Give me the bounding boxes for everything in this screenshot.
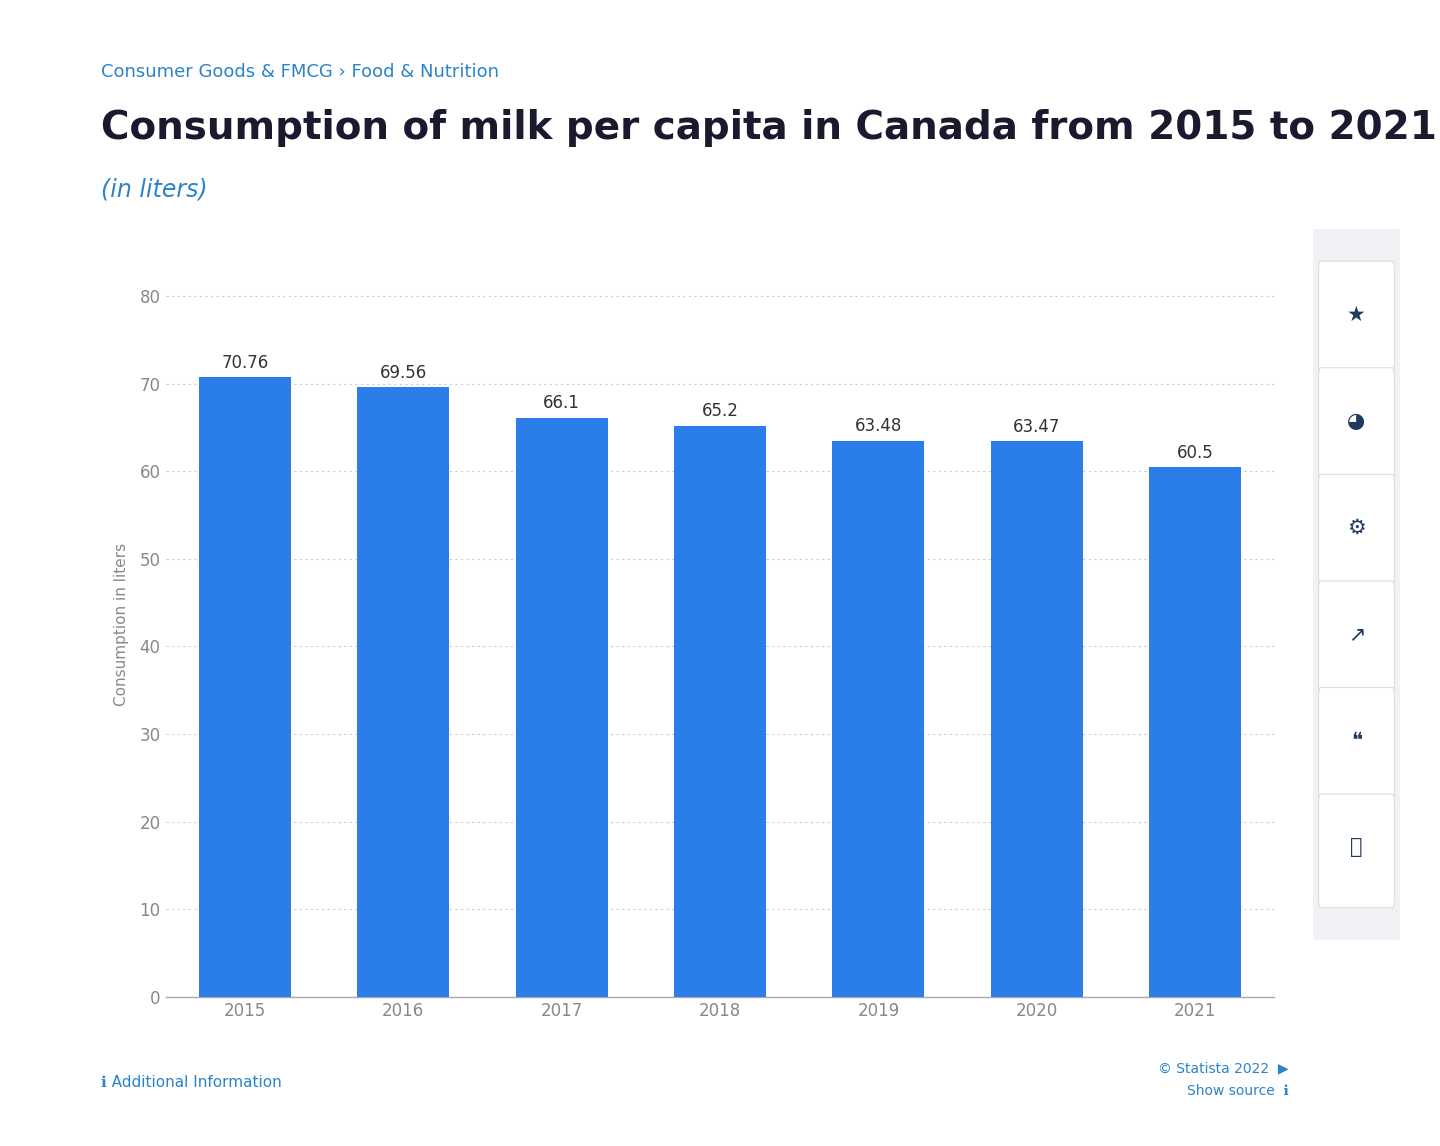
FancyBboxPatch shape: [59, 210, 1316, 1062]
Text: ⎙: ⎙: [1351, 838, 1362, 857]
Text: 63.48: 63.48: [855, 417, 901, 435]
Bar: [357, 387, 449, 997]
Bar: [832, 441, 924, 997]
Text: Consumption of milk per capita in Canada from 2015 to 2021: Consumption of milk per capita in Canada…: [101, 109, 1437, 147]
Text: Consumer Goods & FMCG › Food & Nutrition: Consumer Goods & FMCG › Food & Nutrition: [101, 63, 498, 81]
Text: 63.47: 63.47: [1014, 417, 1060, 435]
Bar: [516, 418, 608, 997]
Bar: [199, 377, 291, 997]
Bar: [674, 425, 766, 997]
Text: ℹ Additional Information: ℹ Additional Information: [101, 1075, 282, 1091]
FancyBboxPatch shape: [1309, 194, 1404, 975]
FancyBboxPatch shape: [1319, 688, 1394, 801]
Text: (in liters): (in liters): [101, 178, 207, 202]
FancyBboxPatch shape: [1319, 368, 1394, 481]
FancyBboxPatch shape: [1319, 261, 1394, 375]
Text: © Statista 2022  ▶: © Statista 2022 ▶: [1158, 1061, 1289, 1075]
Text: 65.2: 65.2: [701, 402, 739, 421]
Bar: [991, 441, 1083, 997]
Bar: [1149, 466, 1241, 997]
Text: ↗: ↗: [1348, 625, 1365, 644]
Text: ❝: ❝: [1351, 731, 1362, 751]
Text: 70.76: 70.76: [222, 354, 268, 371]
FancyBboxPatch shape: [1319, 794, 1394, 908]
Y-axis label: Consumption in liters: Consumption in liters: [114, 543, 128, 706]
Text: ⚙: ⚙: [1346, 518, 1367, 537]
Text: Show source  ℹ: Show source ℹ: [1187, 1084, 1289, 1098]
FancyBboxPatch shape: [1319, 474, 1394, 588]
FancyBboxPatch shape: [1319, 581, 1394, 694]
Text: 66.1: 66.1: [543, 394, 580, 413]
Text: ◕: ◕: [1348, 411, 1365, 431]
Text: 60.5: 60.5: [1176, 444, 1214, 462]
Text: 69.56: 69.56: [380, 364, 426, 382]
Text: ★: ★: [1346, 305, 1367, 324]
